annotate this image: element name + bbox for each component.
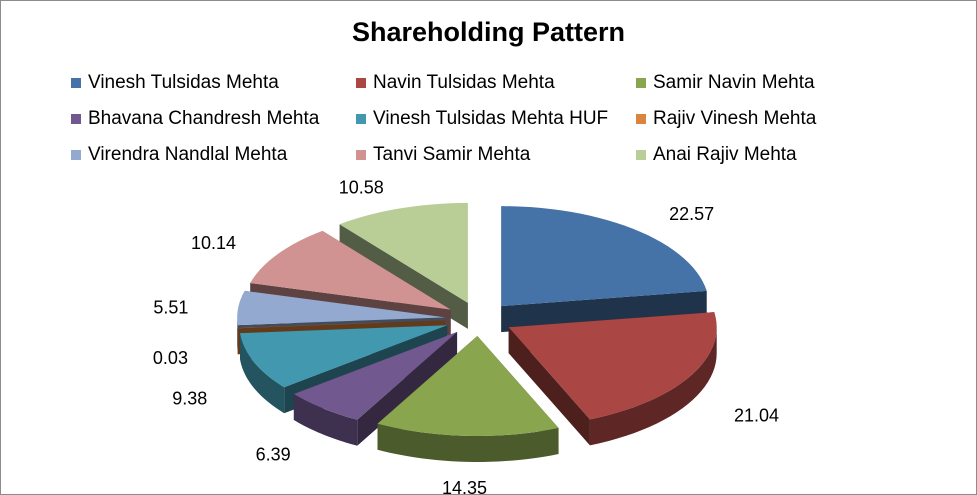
legend-swatch [356,114,366,124]
legend-swatch [71,114,81,124]
slice-top-face [250,230,451,310]
legend-label: Tanvi Samir Mehta [373,144,531,165]
legend-label: Rajiv Vinesh Mehta [653,108,817,129]
legend-item-tanvi-samir-mehta: Tanvi Samir Mehta [356,141,530,169]
data-label-navin-tulsidas-mehta: 21.04 [734,406,779,426]
legend-swatch [356,78,366,88]
pie-slice-samir-navin-mehta [377,335,559,462]
data-label-vinesh-tulsidas-mehta-huf: 9.38 [172,389,207,409]
slice-top-face [501,206,707,307]
slice-top-face [377,335,559,436]
legend-label: Navin Tulsidas Mehta [373,72,555,93]
legend-swatch [636,150,646,160]
pie-slice-navin-tulsidas-mehta [508,312,717,446]
legend-label: Samir Navin Mehta [653,72,815,93]
slice-top-face [240,325,448,388]
slice-top-face [237,320,446,329]
legend-label: Virendra Nandlal Mehta [88,144,288,165]
legend-item-samir-navin-mehta: Samir Navin Mehta [636,69,815,97]
slice-outer-wall [293,393,358,446]
legend-item-rajiv-vinesh-mehta: Rajiv Vinesh Mehta [636,105,816,133]
slice-outer-wall [589,327,717,446]
slice-top-face [508,312,717,420]
slice-outer-wall [377,423,559,462]
pie-slice-bhavana-chandresh-mehta [293,331,458,446]
data-label-bhavana-chandresh-mehta: 6.39 [256,445,291,465]
legend-item-virendra-nandlal-mehta: Virendra Nandlal Mehta [71,141,287,169]
slice-top-face [237,290,446,326]
legend-swatch [636,114,646,124]
pie-slice-vinesh-tulsidas-mehta [501,206,707,333]
legend-label: Vinesh Tulsidas Mehta [88,72,279,93]
chart-title: Shareholding Pattern [351,17,626,47]
chart-legend: Vinesh Tulsidas Mehta Navin Tulsidas Meht… [71,69,901,181]
slice-top-face [339,202,468,303]
data-label-tanvi-samir-mehta: 10.14 [191,233,236,253]
data-label-samir-navin-mehta: 14.35 [442,478,487,494]
data-label-anai-rajiv-mehta: 10.58 [339,178,384,198]
legend-label: Vinesh Tulsidas Mehta HUF [373,108,609,129]
legend-swatch [71,150,81,160]
legend-swatch [356,150,366,160]
slice-outer-wall [237,317,238,352]
slice-top-face [293,331,458,420]
legend-item-vinesh-tulsidas-mehta: Vinesh Tulsidas Mehta [71,69,279,97]
legend-label: Bhavana Chandresh Mehta [88,108,320,129]
legend-item-vinesh-tulsidas-mehta-huf: Vinesh Tulsidas Mehta HUF [356,105,608,133]
legend-item-navin-tulsidas-mehta: Navin Tulsidas Mehta [356,69,555,97]
slice-radial-wall [501,290,707,333]
slice-radial-wall [508,327,590,446]
data-label-vinesh-tulsidas-mehta: 22.57 [669,204,714,224]
data-label-rajiv-vinesh-mehta: 0.03 [153,348,188,368]
legend-label: Anai Rajiv Mehta [653,144,797,165]
legend-swatch [71,78,81,88]
legend-swatch [636,78,646,88]
data-label-virendra-nandlal-mehta: 5.51 [153,298,188,318]
legend-item-bhavana-chandresh-mehta: Bhavana Chandresh Mehta [71,105,319,133]
slice-outer-wall [240,333,285,414]
legend-item-anai-rajiv-mehta: Anai Rajiv Mehta [636,141,797,169]
